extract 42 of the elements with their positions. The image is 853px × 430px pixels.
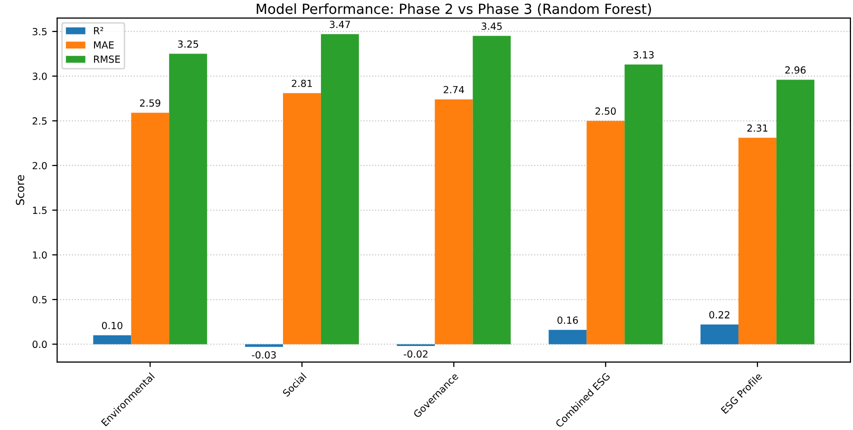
data-label: 2.81 [292,80,312,88]
data-label: 3.25 [178,40,198,48]
bar [320,34,359,344]
bar [169,54,208,344]
bar [776,80,814,344]
data-label: -0.02 [404,350,428,358]
chart-title: Model Performance: Phase 2 vs Phase 3 (Random Forest) [256,3,651,16]
data-label: 2.59 [140,99,160,107]
bar [434,99,473,344]
data-label: 3.45 [482,22,502,30]
legend-label: R² [94,26,104,34]
data-label: 0.16 [557,316,578,324]
y-tick-label: 0.0 [32,340,47,348]
y-tick-label: 2.0 [32,162,47,170]
y-tick-label: 3.5 [32,28,47,36]
legend-label: RMSE [94,56,120,63]
data-label: 2.50 [596,107,616,115]
data-label: 2.31 [747,124,768,132]
bar [472,36,511,344]
y-axis-title: Score [16,175,24,205]
data-label: -0.03 [252,351,276,359]
data-label: 2.74 [444,86,464,94]
y-tick-label: 3.0 [32,72,47,80]
bar [282,93,321,344]
y-tick-label: 1.0 [33,251,47,259]
data-label: 0.22 [709,311,730,318]
data-label: 3.13 [633,51,654,58]
legend-label: MAE [94,41,114,48]
bar [700,324,738,344]
bar [548,330,587,344]
data-label: 2.96 [785,66,806,74]
bar [738,138,776,344]
bar [245,344,283,347]
bar [624,64,663,344]
bar [131,112,170,344]
data-label: 0.10 [102,322,122,330]
y-tick-label: 2.5 [32,117,47,125]
data-label: 3.47 [330,20,350,28]
bar [586,120,625,344]
y-tick-label: 0.5 [32,296,47,304]
bar [93,335,132,344]
y-tick-label: 1.5 [33,206,47,214]
